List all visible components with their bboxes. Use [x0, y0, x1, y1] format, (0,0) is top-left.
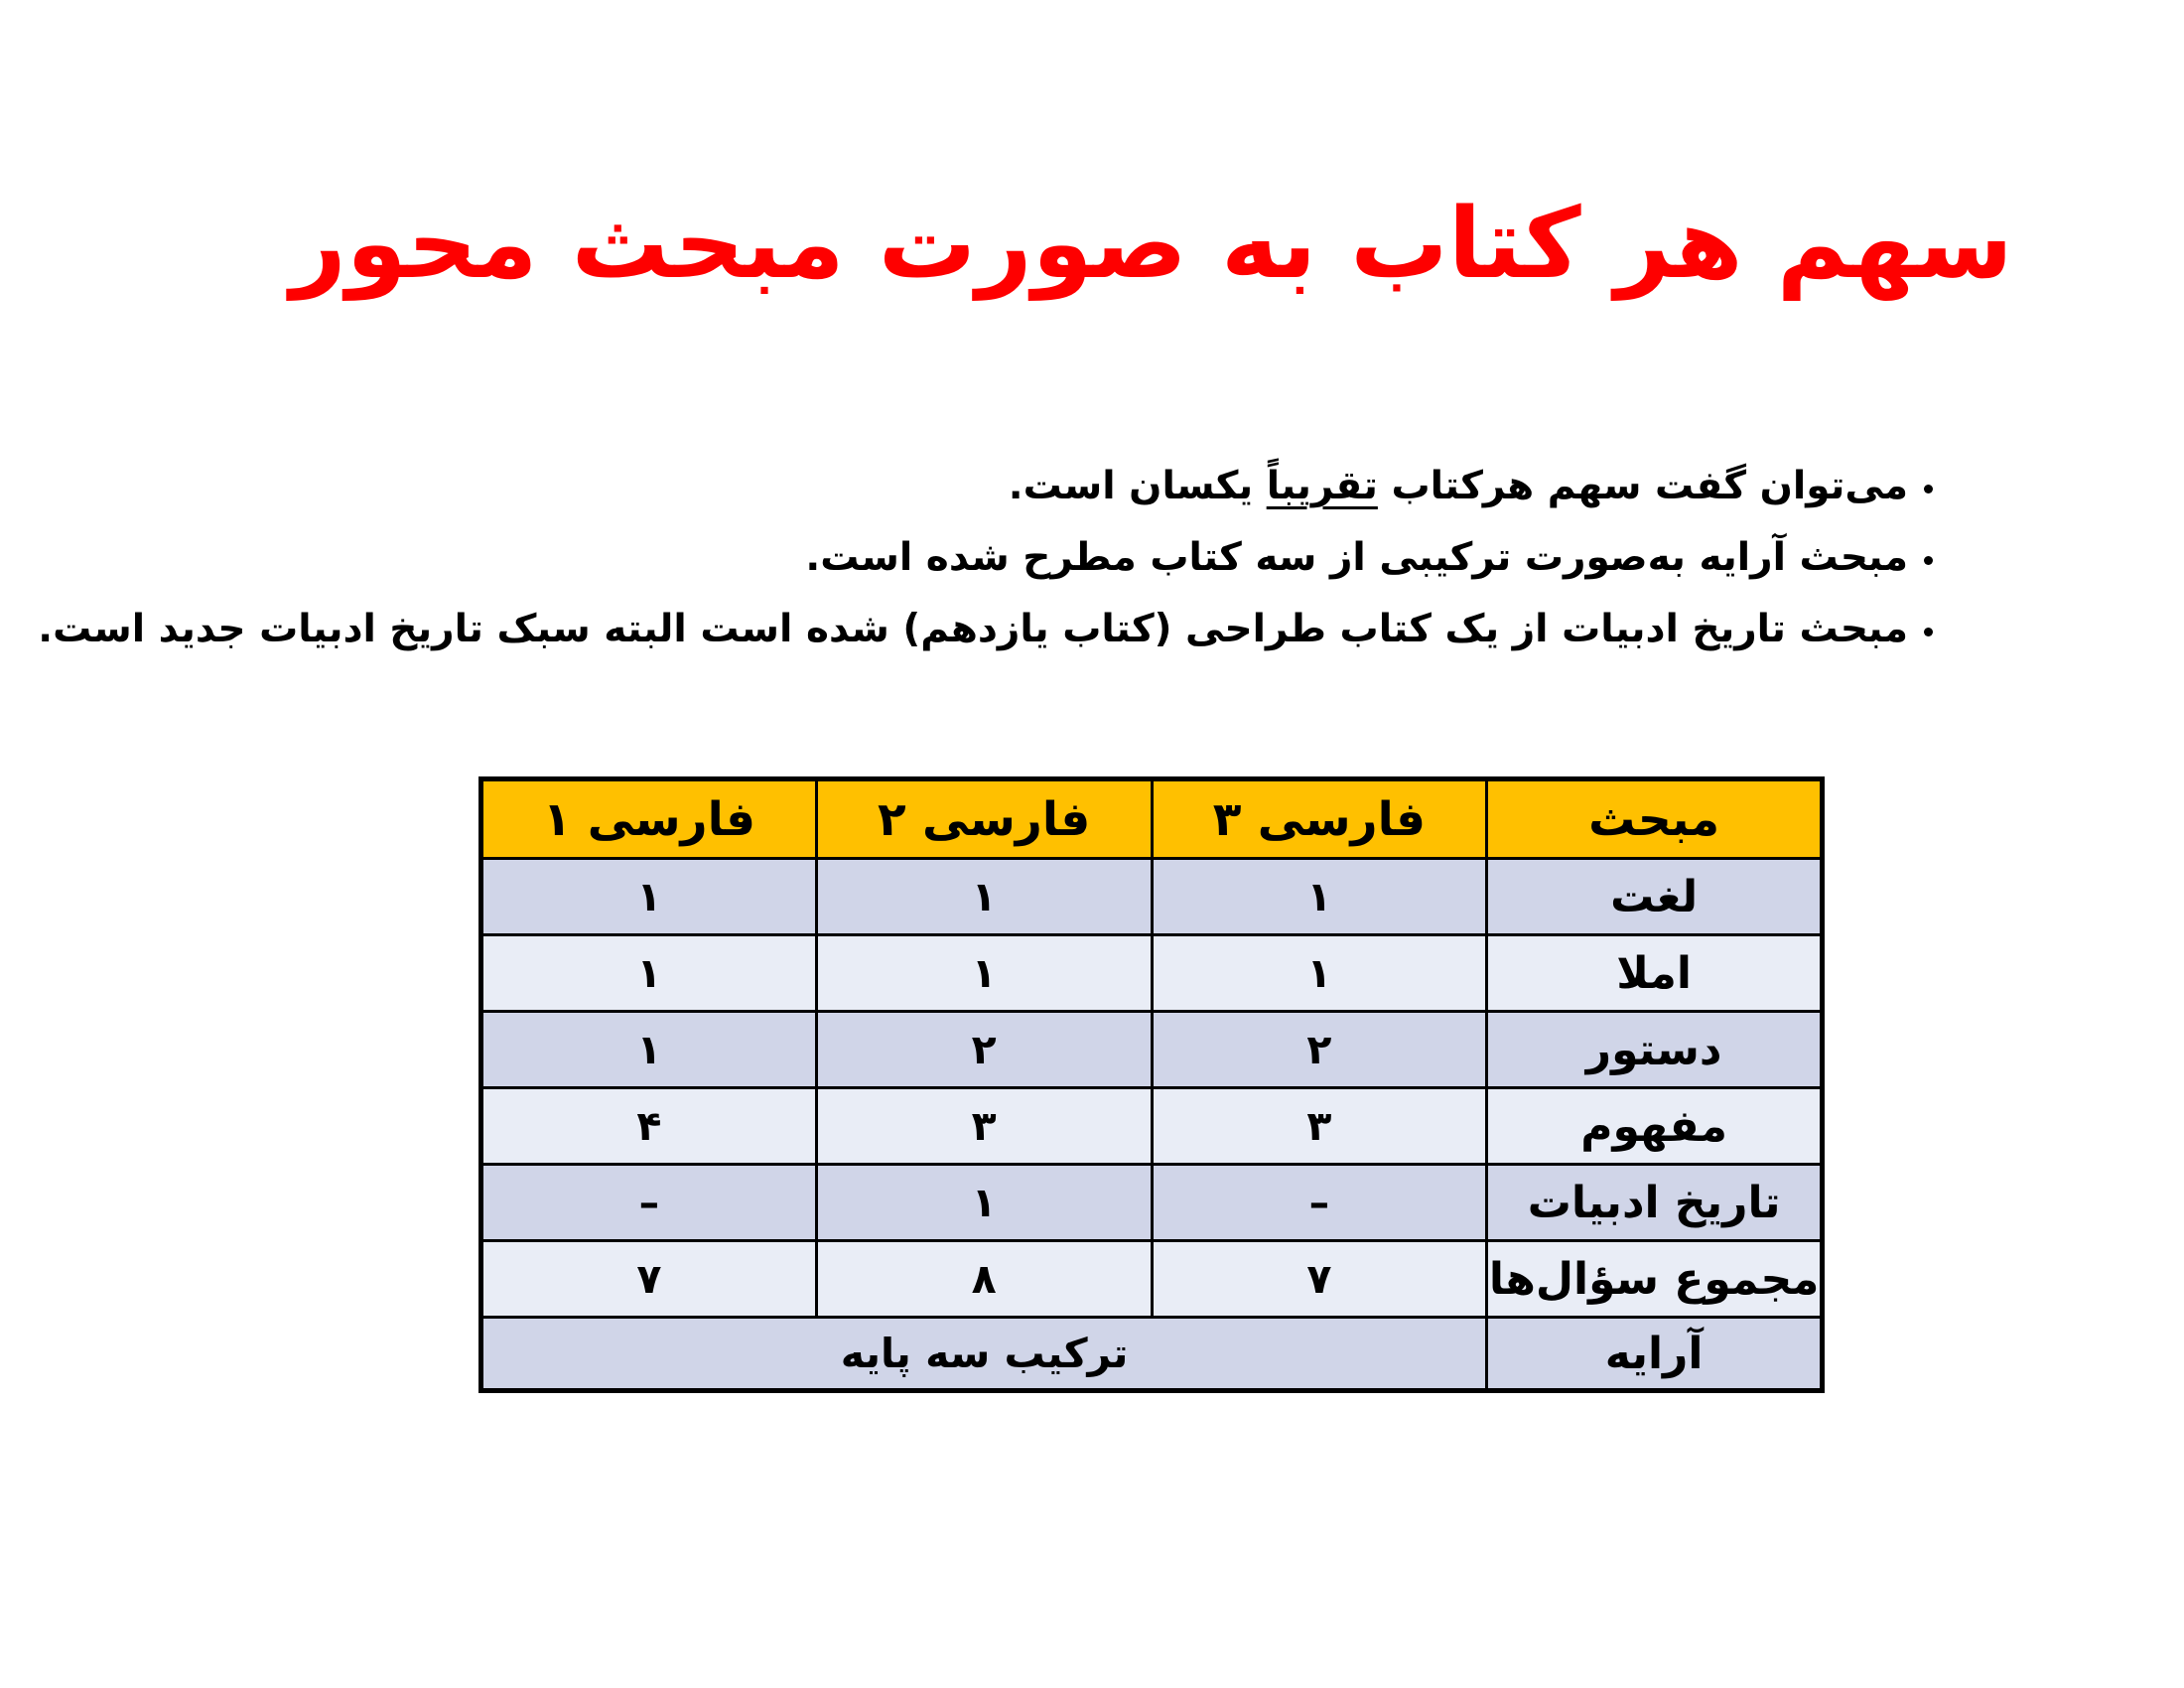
table-row-emla: املا ۱ ۱ ۱ [479, 933, 1824, 1013]
table-row-loghat: لغت ۱ ۱ ۱ [479, 857, 1824, 936]
cell-farsi2: ۲ [814, 1010, 1154, 1089]
topic-share-table: مبحث فارسی ۳ فارسی ۲ فارسی ۱ لغت ۱ ۱ ۱ ا… [478, 776, 1825, 1393]
row-label: تاریخ ادبیات [1485, 1163, 1824, 1242]
bullet-item-2: مبحث آرایه به‌صورت ترکیبی از سه کتاب مطر… [101, 534, 1908, 581]
row-label: آرایه [1485, 1316, 1824, 1392]
cell-farsi3: ۳ [1150, 1086, 1489, 1166]
bullet-item-3: مبحث تاریخ ادبیات از یک کتاب طراحی (کتاب… [38, 607, 1908, 652]
cell-farsi3: ۷ [1150, 1239, 1489, 1319]
col-header-farsi1: فارسی ۱ [479, 777, 818, 860]
bullet-2-text: مبحث آرایه به‌صورت ترکیبی از سه کتاب مطر… [805, 534, 1908, 580]
row-label: لغت [1485, 857, 1824, 936]
table-row-dastur: دستور ۲ ۲ ۱ [479, 1010, 1824, 1089]
cell-farsi1: ۴ [479, 1086, 818, 1166]
cell-farsi1: ۷ [479, 1239, 818, 1319]
bullet-3-text: مبحث تاریخ ادبیات از یک کتاب طراحی (کتاب… [38, 606, 1908, 651]
row-label: مجموع سؤال‌ها [1485, 1239, 1824, 1319]
bullet-1-underlined-word: تقریباً [1266, 464, 1378, 508]
row-label: املا [1485, 933, 1824, 1013]
cell-farsi3: ۲ [1150, 1010, 1489, 1089]
bullet-list: می‌توان گفت سهم هرکتاب تقریباً یکسان است… [38, 464, 1954, 679]
col-header-farsi2: فارسی ۲ [814, 777, 1154, 860]
cell-farsi3: ۱ [1150, 857, 1489, 936]
bullet-1-text: می‌توان گفت سهم هرکتاب [1377, 464, 1908, 508]
cell-farsi3: ۱ [1150, 933, 1489, 1013]
table-row-mafhum: مفهوم ۳ ۳ ۴ [479, 1086, 1824, 1166]
table-row-total-questions: مجموع سؤال‌ها ۷ ۸ ۷ [479, 1239, 1824, 1319]
header-row: مبحث فارسی ۳ فارسی ۲ فارسی ۱ [479, 777, 1824, 860]
cell-farsi1: ۱ [479, 933, 818, 1013]
cell-farsi2: ۱ [814, 933, 1154, 1013]
cell-merged-three-grades: ترکیب سه پایه [478, 1316, 1489, 1392]
cell-farsi1: ۱ [479, 1010, 818, 1089]
col-header-farsi3: فارسی ۳ [1150, 777, 1489, 860]
table-row-araye: آرایه ترکیب سه پایه [478, 1316, 1824, 1392]
cell-farsi2: ۱ [814, 1163, 1154, 1242]
cell-farsi2: ۳ [814, 1086, 1154, 1166]
row-label: مفهوم [1485, 1086, 1824, 1166]
bullet-item-1: می‌توان گفت سهم هرکتاب تقریباً یکسان است… [101, 464, 1908, 509]
cell-farsi3: – [1150, 1163, 1489, 1242]
col-header-topic: مبحث [1485, 777, 1824, 860]
cell-farsi2: ۸ [814, 1239, 1154, 1319]
bullet-1-text-end: یکسان است. [1008, 464, 1267, 508]
cell-farsi1: – [479, 1163, 818, 1242]
cell-farsi2: ۱ [814, 857, 1154, 936]
table-header: مبحث فارسی ۳ فارسی ۲ فارسی ۱ [479, 777, 1824, 860]
cell-farsi1: ۱ [479, 857, 818, 936]
row-label: دستور [1485, 1010, 1824, 1089]
table-row-tarikh-adabiat: تاریخ ادبیات – ۱ – [479, 1163, 1824, 1242]
page-title: سهم هر کتاب به صورت مبحث محور [290, 188, 2013, 301]
